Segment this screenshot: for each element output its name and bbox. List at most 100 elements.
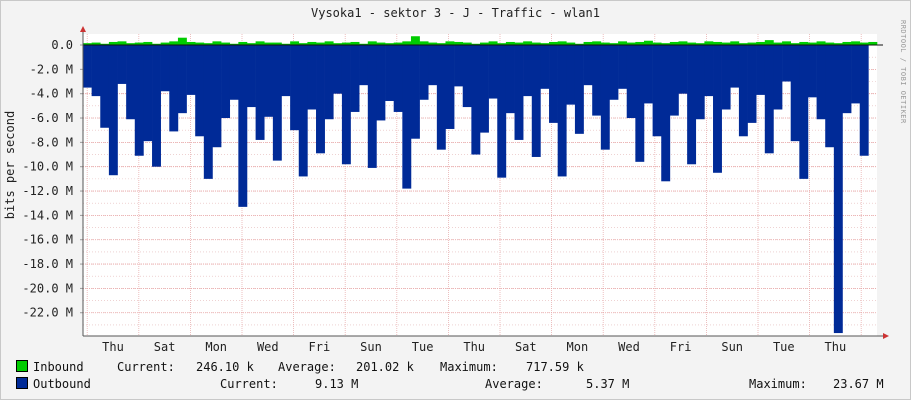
- outbound-bar: [523, 45, 533, 97]
- inbound-bar: [316, 42, 325, 45]
- outbound-bar: [203, 45, 213, 179]
- outbound-bar: [402, 45, 412, 189]
- outbound-bar: [143, 45, 153, 142]
- chart-title: Vysoka1 - sektor 3 - J - Traffic - wlan1: [311, 6, 600, 20]
- outbound-bar: [549, 45, 558, 123]
- outbound-bar: [497, 45, 507, 178]
- outbound-bar: [488, 45, 498, 99]
- outbound-bar: [505, 45, 515, 114]
- inbound-bar: [635, 41, 645, 45]
- outbound-bar: [471, 45, 481, 155]
- x-tick-label: Tue: [412, 340, 434, 354]
- inbound-bar: [367, 41, 377, 45]
- inbound-bar: [695, 43, 705, 45]
- inbound-bar: [764, 40, 774, 45]
- inbound-bar: [152, 43, 161, 45]
- outbound-bar: [152, 45, 161, 167]
- outbound-bar: [238, 45, 248, 207]
- inbound-bar: [773, 42, 783, 45]
- inbound-bar: [531, 42, 541, 45]
- outbound-bar: [704, 45, 714, 97]
- inbound-bar: [523, 41, 533, 45]
- outbound-bar: [91, 45, 101, 97]
- side-credit: RRDTOOL / TOBI OETIKER: [899, 20, 907, 124]
- inbound-bar: [126, 43, 136, 45]
- y-tick-label: -6.0 M: [30, 111, 73, 125]
- inbound-bar: [540, 43, 550, 45]
- outbound-bar: [436, 45, 446, 150]
- inbound-bar: [747, 42, 757, 45]
- outbound-bar: [445, 45, 455, 129]
- inbound-bar: [600, 42, 610, 45]
- y-tick-label: -4.0 M: [30, 87, 73, 101]
- outbound-bar: [100, 45, 110, 128]
- inbound-bar: [229, 43, 239, 45]
- outbound-bar: [643, 45, 653, 104]
- inbound-bar: [471, 43, 481, 45]
- outbound-bar: [609, 45, 619, 100]
- y-tick-label: -16.0 M: [22, 233, 73, 247]
- inbound-bar: [108, 41, 118, 45]
- outbound-bar: [721, 45, 731, 110]
- inbound-bar: [83, 43, 92, 45]
- outbound-bar: [246, 45, 256, 108]
- inbound-bar: [738, 43, 748, 45]
- inbound-average-value: 201.02 k: [356, 360, 414, 374]
- outbound-bar: [385, 45, 394, 101]
- outbound-bar: [290, 45, 300, 131]
- outbound-bar: [454, 45, 464, 87]
- inbound-bar: [428, 42, 438, 45]
- inbound-bar: [376, 42, 386, 45]
- inbound-bar: [436, 43, 446, 45]
- outbound-bar: [350, 45, 360, 112]
- outbound-bar: [410, 45, 420, 139]
- inbound-bar: [790, 43, 800, 45]
- inbound-bar: [203, 43, 213, 45]
- inbound-bar: [350, 41, 360, 45]
- inbound-bar: [505, 41, 515, 45]
- inbound-bar: [549, 41, 558, 45]
- outbound-bar: [108, 45, 118, 176]
- outbound-bar: [83, 45, 92, 88]
- inbound-bar: [669, 41, 679, 45]
- inbound-bar: [583, 41, 593, 45]
- x-tick-label: Thu: [825, 340, 847, 354]
- inbound-bar: [238, 41, 248, 45]
- outbound-bar: [307, 45, 317, 110]
- inbound-bar: [186, 41, 196, 45]
- inbound-bar: [255, 41, 265, 45]
- outbound-bar: [298, 45, 308, 177]
- inbound-bar: [713, 41, 722, 45]
- outbound-bar: [264, 45, 274, 117]
- inbound-bar: [851, 41, 861, 45]
- outbound-bar: [462, 45, 472, 108]
- inbound-name: Inbound: [33, 360, 84, 374]
- inbound-bar: [643, 40, 653, 45]
- inbound-bar: [807, 42, 817, 45]
- x-tick-label: Tue: [773, 340, 795, 354]
- outbound-bar: [583, 45, 593, 86]
- inbound-bar: [393, 42, 403, 45]
- inbound-average-label: Average:: [278, 360, 336, 374]
- outbound-bar: [169, 45, 179, 132]
- inbound-current-label: Current:: [117, 360, 175, 374]
- outbound-bar: [480, 45, 489, 133]
- outbound-bar: [807, 45, 817, 98]
- inbound-bar: [169, 41, 179, 45]
- inbound-bar: [454, 41, 464, 45]
- inbound-bar: [557, 41, 567, 45]
- outbound-bar: [221, 45, 231, 119]
- outbound-average-label: Average:: [485, 377, 543, 391]
- outbound-bar: [747, 45, 757, 123]
- outbound-bar: [281, 45, 291, 97]
- y-tick-label: -10.0 M: [22, 160, 73, 174]
- inbound-bar: [704, 41, 714, 45]
- x-tick-label: Sun: [721, 340, 743, 354]
- inbound-bar: [480, 42, 489, 45]
- y-tick-label: -2.0 M: [30, 62, 73, 76]
- outbound-bar: [341, 45, 351, 165]
- outbound-bar: [359, 45, 369, 86]
- outbound-bar: [367, 45, 377, 168]
- outbound-bar: [825, 45, 835, 148]
